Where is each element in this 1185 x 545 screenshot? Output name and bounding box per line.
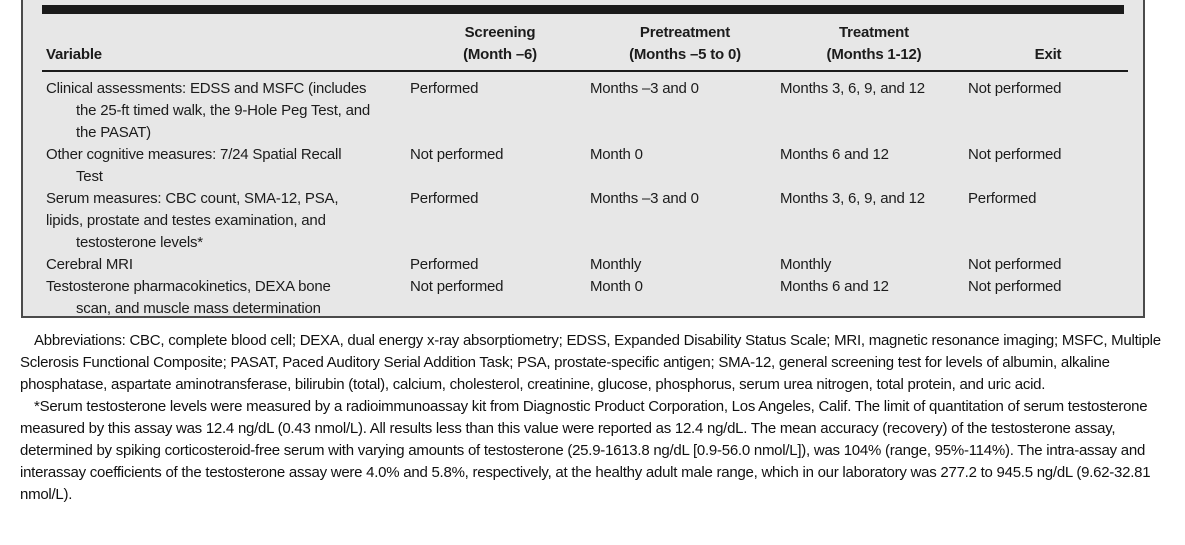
screening-cell: Not performed <box>410 278 504 295</box>
study-schedule-table: Variable Screening (Month –6) Pretreatme… <box>42 14 1128 320</box>
table-row: Serum measures: CBC count, SMA-12, PSA, … <box>42 188 1128 254</box>
column-header-treatment: Treatment (Months 1-12) <box>780 14 968 72</box>
exit-cell: Not performed <box>968 80 1062 97</box>
table-row: Other cognitive measures: 7/24 Spatial R… <box>42 144 1128 188</box>
table-top-rule <box>42 5 1124 14</box>
pretreatment-cell: Month 0 <box>590 146 643 163</box>
table-row: Testosterone pharmacokinetics, DEXA bone… <box>42 276 1128 320</box>
treatment-cell: Months 3, 6, 9, and 12 <box>780 80 925 97</box>
pretreatment-cell: Monthly <box>590 256 642 273</box>
variable-line: lipids, prostate and testes examination,… <box>46 212 326 229</box>
column-header-screening: Screening (Month –6) <box>410 14 590 72</box>
treatment-cell: Monthly <box>780 256 832 273</box>
treatment-cell: Months 6 and 12 <box>780 278 889 295</box>
variable-line: testosterone levels* <box>76 234 203 251</box>
exit-cell: Not performed <box>968 146 1062 163</box>
variable-cell: Testosterone pharmacokinetics, DEXA bone… <box>42 276 410 320</box>
exit-cell: Performed <box>968 190 1037 207</box>
table-row: Cerebral MRI Performed Monthly Monthly N… <box>42 254 1128 276</box>
variable-line: the 25-ft timed walk, the 9-Hole Peg Tes… <box>76 102 371 119</box>
exit-cell: Not performed <box>968 256 1062 273</box>
table-row: Clinical assessments: EDSS and MSFC (inc… <box>42 71 1128 144</box>
variable-cell: Cerebral MRI <box>42 254 410 276</box>
variable-line: scan, and muscle mass determination <box>76 300 321 317</box>
treatment-cell: Months 3, 6, 9, and 12 <box>780 190 925 207</box>
abbreviations-note: Abbreviations: CBC, complete blood cell;… <box>20 332 1161 393</box>
study-schedule-table-box: Variable Screening (Month –6) Pretreatme… <box>21 0 1145 318</box>
column-header-exit: Exit <box>968 14 1128 72</box>
table-body: Clinical assessments: EDSS and MSFC (inc… <box>42 71 1128 320</box>
header-row: Variable Screening (Month –6) Pretreatme… <box>42 14 1128 72</box>
asterisk-footnote: *Serum testosterone levels were measured… <box>20 398 1151 503</box>
column-header-pretreatment: Pretreatment (Months –5 to 0) <box>590 14 780 72</box>
pretreatment-cell: Month 0 <box>590 278 643 295</box>
treatment-cell: Months 6 and 12 <box>780 146 889 163</box>
exit-cell: Not performed <box>968 278 1062 295</box>
variable-line: Testosterone pharmacokinetics, DEXA bone <box>46 278 331 295</box>
screening-cell: Performed <box>410 80 479 97</box>
table-header: Variable Screening (Month –6) Pretreatme… <box>42 14 1128 72</box>
screening-cell: Performed <box>410 256 479 273</box>
variable-line: Cerebral MRI <box>46 256 133 273</box>
variable-line: Test <box>76 168 103 185</box>
variable-line: Other cognitive measures: 7/24 Spatial R… <box>46 146 342 163</box>
variable-cell: Serum measures: CBC count, SMA-12, PSA, … <box>42 188 410 254</box>
variable-line: the PASAT) <box>76 124 151 141</box>
column-header-variable: Variable <box>42 14 410 72</box>
variable-line: Clinical assessments: EDSS and MSFC (inc… <box>46 80 367 97</box>
table-footnotes: Abbreviations: CBC, complete blood cell;… <box>20 330 1168 506</box>
pretreatment-cell: Months –3 and 0 <box>590 80 699 97</box>
pretreatment-cell: Months –3 and 0 <box>590 190 699 207</box>
variable-line: Serum measures: CBC count, SMA-12, PSA, <box>46 190 339 207</box>
screening-cell: Not performed <box>410 146 504 163</box>
variable-cell: Clinical assessments: EDSS and MSFC (inc… <box>42 71 410 144</box>
screening-cell: Performed <box>410 190 479 207</box>
variable-cell: Other cognitive measures: 7/24 Spatial R… <box>42 144 410 188</box>
